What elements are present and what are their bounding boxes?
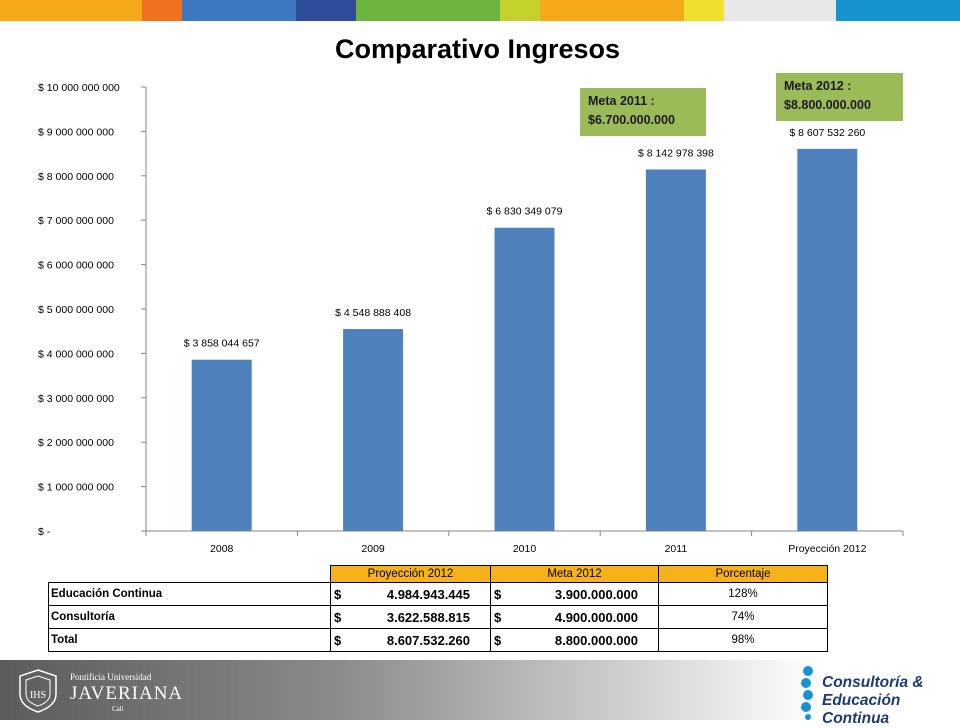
strip-segment xyxy=(182,0,296,21)
y-tick-label: $ - xyxy=(38,526,51,538)
x-axis: 2008 2009 2010 2011 Proyección 2012 xyxy=(145,530,904,555)
y-tick-label: $ 4 000 000 000 xyxy=(38,348,114,360)
strip-segment xyxy=(724,0,836,21)
header-cell: Proyección 2012 xyxy=(330,565,491,583)
bar xyxy=(191,359,252,531)
percent-cell: 128% xyxy=(658,582,828,606)
brand-line: Consultoría & xyxy=(822,674,924,691)
strip-segment xyxy=(0,0,142,21)
x-tick-label: 2011 xyxy=(665,543,688,555)
university-crest-icon: IHS xyxy=(19,669,57,713)
money-cell: $3.622.588.815 xyxy=(330,605,491,629)
bar-value-label: $ 8 607 532 260 xyxy=(789,127,865,139)
bar xyxy=(645,169,706,531)
money-cell: $8.607.532.260 xyxy=(330,628,491,652)
percent-cell: 74% xyxy=(658,605,828,629)
table-row: Consultoría $3.622.588.815 $4.900.000.00… xyxy=(48,605,828,629)
bar xyxy=(797,148,858,531)
currency-symbol: $ xyxy=(334,632,342,648)
y-tick-label: $ 6 000 000 000 xyxy=(38,260,114,272)
y-tick-label: $ 7 000 000 000 xyxy=(38,215,114,227)
y-tick-label: $ 5 000 000 000 xyxy=(38,304,114,316)
row-label: Total xyxy=(48,628,331,652)
currency-symbol: $ xyxy=(334,586,342,602)
callout-line: Meta 2011 : xyxy=(588,94,655,108)
svg-text:IHS: IHS xyxy=(30,690,46,701)
meta-2011-callout: Meta 2011 : $6.700.000.000 xyxy=(580,88,706,136)
university-name-main: JAVERIANA xyxy=(70,683,184,704)
university-logo: IHS Pontificia Universidad JAVERIANA Cal… xyxy=(16,668,182,714)
amount: 4.900.000.000 xyxy=(554,609,638,625)
bar-value-label: $ 3 858 044 657 xyxy=(184,338,260,350)
x-tick-label: 2009 xyxy=(361,543,385,555)
chart-title: Comparativo Ingresos xyxy=(334,34,621,64)
y-tick-label: $ 1 000 000 000 xyxy=(38,482,114,494)
x-tick-label: 2010 xyxy=(513,543,537,555)
bars xyxy=(191,148,858,532)
amount: 8.800.000.000 xyxy=(554,632,638,648)
bar xyxy=(343,329,404,531)
bar-value-label: $ 6 830 349 079 xyxy=(487,206,563,218)
strip-segment xyxy=(836,0,960,21)
money-cell: $8.800.000.000 xyxy=(490,628,659,652)
header-cell: Porcentaje xyxy=(658,565,828,583)
table-row: Educación Continua $4.984.943.445 $3.900… xyxy=(48,582,828,606)
callout-line: $8.800.000.000 xyxy=(784,98,871,112)
percent-cell: 98% xyxy=(658,628,828,652)
bar xyxy=(494,227,555,532)
strip-segment xyxy=(142,0,182,21)
bar-value-label: $ 8 142 978 398 xyxy=(638,147,714,159)
strip-segment xyxy=(296,0,356,21)
header-cell xyxy=(48,565,331,583)
currency-symbol: $ xyxy=(494,586,502,602)
strip-segment xyxy=(540,0,684,21)
table-header-row: Proyección 2012 Meta 2012 Porcentaje xyxy=(48,565,828,583)
y-axis: $ - $ 1 000 000 000 $ 2 000 000 000 $ 3 000… xyxy=(38,82,147,538)
bar-chart: $ - $ 1 000 000 000 $ 2 000 000 000 $ 3 000… xyxy=(38,82,904,555)
strip-segment xyxy=(356,0,500,21)
bar-value-label: $ 4 548 888 408 xyxy=(335,307,411,319)
currency-symbol: $ xyxy=(494,609,502,625)
strip-segment xyxy=(684,0,724,21)
x-tick-label: Proyección 2012 xyxy=(788,543,866,555)
meta-2012-callout: Meta 2012 : $8.800.000.000 xyxy=(776,73,903,121)
row-label: Educación Continua xyxy=(48,582,331,606)
data-labels: $ 3 858 044 657 $ 4 548 888 408 $ 6 830 34… xyxy=(184,127,866,350)
row-label: Consultoría xyxy=(48,605,331,629)
projection-table: Proyección 2012 Meta 2012 Porcentaje Edu… xyxy=(48,565,828,652)
y-tick-label: $ 9 000 000 000 xyxy=(38,126,114,138)
consultoria-logo: Consultoría & Educación Continua xyxy=(796,662,960,727)
y-tick-label: $ 10 000 000 000 xyxy=(38,82,120,94)
university-city: Cali xyxy=(112,705,124,713)
money-cell: $4.984.943.445 xyxy=(330,582,491,606)
university-name-line: Pontificia Universidad xyxy=(70,672,152,682)
callout-line: Meta 2012 : xyxy=(784,79,852,93)
money-cell: $4.900.000.000 xyxy=(490,605,659,629)
currency-symbol: $ xyxy=(334,609,342,625)
y-tick-label: $ 3 000 000 000 xyxy=(38,393,114,405)
footer-band xyxy=(0,660,960,720)
brand-line: Educación Continua xyxy=(822,692,901,727)
y-tick-label: $ 8 000 000 000 xyxy=(38,171,114,183)
amount: 3.622.588.815 xyxy=(386,609,470,625)
currency-symbol: $ xyxy=(494,632,502,648)
top-color-strip xyxy=(0,0,960,21)
amount: 8.607.532.260 xyxy=(386,632,470,648)
table-row: Total $8.607.532.260 $8.800.000.000 98% xyxy=(48,628,828,652)
money-cell: $3.900.000.000 xyxy=(490,582,659,606)
amount: 3.900.000.000 xyxy=(554,586,638,602)
y-tick-label: $ 2 000 000 000 xyxy=(38,437,114,449)
header-cell: Meta 2012 xyxy=(490,565,659,583)
dots-logo-icon xyxy=(801,666,813,720)
callout-line: $6.700.000.000 xyxy=(588,113,675,127)
strip-segment xyxy=(500,0,540,21)
amount: 4.984.943.445 xyxy=(386,586,470,602)
x-tick-label: 2008 xyxy=(210,543,234,555)
